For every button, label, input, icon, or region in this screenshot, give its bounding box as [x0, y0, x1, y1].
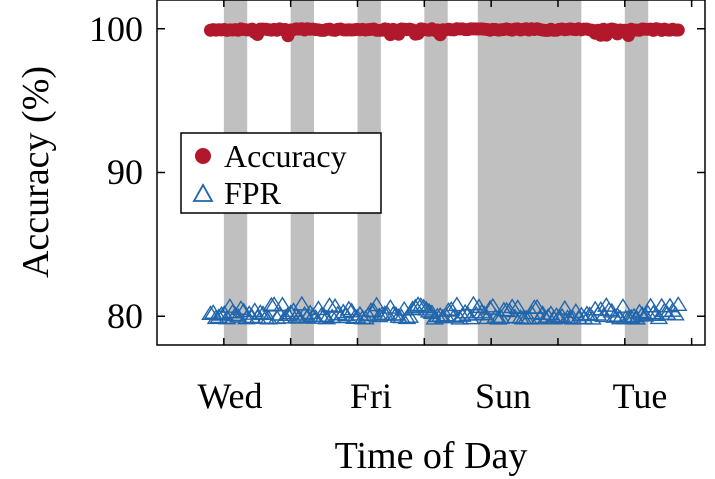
fpr-series	[201, 295, 688, 325]
fpr-point	[403, 300, 422, 316]
fpr-point	[502, 298, 522, 314]
fpr-point	[228, 307, 248, 323]
fpr-point	[287, 307, 306, 323]
fpr-point	[262, 296, 281, 312]
fpr-point	[480, 299, 500, 315]
fpr-point	[231, 300, 251, 315]
legend-box	[180, 132, 382, 214]
fpr-point	[206, 309, 226, 325]
fpr-point	[256, 308, 276, 324]
fpr-point	[483, 297, 503, 313]
fpr-point	[613, 298, 633, 313]
x-axis-label: Time of Day	[335, 435, 528, 477]
fpr-point	[278, 306, 298, 322]
x-tick-label-sun: Sun	[475, 376, 531, 416]
legend-accuracy-marker	[195, 148, 211, 164]
fpr-point	[439, 301, 458, 317]
accuracy-series	[203, 22, 685, 43]
fpr-point	[447, 296, 467, 312]
y-axis-label: Accuracy (%)	[15, 66, 57, 278]
fpr-point	[381, 298, 400, 314]
fpr-point	[292, 295, 312, 311]
fpr-point	[347, 308, 367, 324]
y-tick-label-100: 100	[89, 9, 143, 49]
fpr-point	[527, 298, 547, 314]
fpr-point	[397, 309, 417, 325]
x-tick-label-tue: Tue	[613, 376, 668, 416]
fpr-point	[544, 309, 563, 325]
fpr-point	[583, 309, 602, 325]
fpr-point	[295, 305, 314, 321]
y-tick-label-80: 80	[107, 296, 143, 336]
fpr-point	[605, 308, 624, 323]
fpr-point	[455, 303, 475, 319]
legend-accuracy-label: Accuracy	[224, 138, 347, 174]
fpr-point	[633, 305, 652, 321]
fpr-point	[621, 308, 641, 324]
fpr-point	[309, 300, 328, 316]
fpr-point	[635, 306, 655, 322]
shaded-regions	[223, 0, 649, 345]
fpr-point	[306, 309, 325, 324]
fpr-point	[386, 305, 406, 321]
fpr-point	[666, 305, 685, 321]
x-axis-ticks	[223, 0, 693, 345]
x-tick-label-wed: Wed	[197, 376, 262, 416]
fpr-point	[400, 308, 420, 323]
fpr-point	[314, 307, 334, 322]
fpr-point	[408, 296, 428, 311]
accuracy-point	[671, 23, 685, 37]
fpr-point	[608, 307, 627, 322]
shaded-region-5	[624, 0, 649, 345]
fpr-point	[342, 302, 361, 318]
fpr-point	[599, 301, 619, 317]
fpr-point	[209, 308, 229, 324]
fpr-point	[464, 295, 483, 311]
fpr-point	[273, 296, 292, 312]
fpr-point	[552, 307, 572, 323]
y-axis-ticks	[157, 28, 705, 317]
legend: Accuracy FPR	[180, 132, 382, 214]
legend-fpr-marker	[192, 183, 214, 202]
fpr-point	[245, 302, 265, 318]
fpr-point	[508, 299, 527, 314]
y-tick-label-90: 90	[107, 152, 143, 192]
legend-fpr-label: FPR	[224, 175, 282, 211]
fpr-point	[419, 302, 439, 318]
fpr-point	[367, 296, 386, 312]
fpr-point	[669, 296, 688, 311]
x-tick-label-fri: Fri	[350, 376, 392, 416]
shaded-region-3	[424, 0, 448, 345]
fpr-point	[320, 297, 339, 312]
fpr-point	[339, 300, 359, 316]
shaded-region-4	[477, 0, 582, 345]
